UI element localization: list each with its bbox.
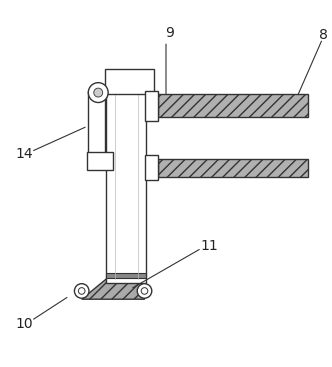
Bar <box>158 94 308 117</box>
Bar <box>144 155 158 180</box>
Bar <box>107 273 146 278</box>
Bar <box>107 75 146 283</box>
Circle shape <box>78 288 85 294</box>
Circle shape <box>141 288 148 294</box>
Circle shape <box>137 284 152 298</box>
Circle shape <box>94 88 103 97</box>
Bar <box>105 69 154 94</box>
Bar <box>144 91 158 121</box>
Text: 10: 10 <box>15 317 33 331</box>
Bar <box>158 159 308 177</box>
Polygon shape <box>82 276 144 299</box>
Text: 14: 14 <box>15 147 33 161</box>
Circle shape <box>88 83 108 102</box>
Text: 9: 9 <box>165 26 174 40</box>
Text: 11: 11 <box>200 239 218 253</box>
Bar <box>87 152 113 170</box>
Bar <box>88 91 105 167</box>
Circle shape <box>74 284 89 298</box>
Text: 8: 8 <box>319 28 327 42</box>
